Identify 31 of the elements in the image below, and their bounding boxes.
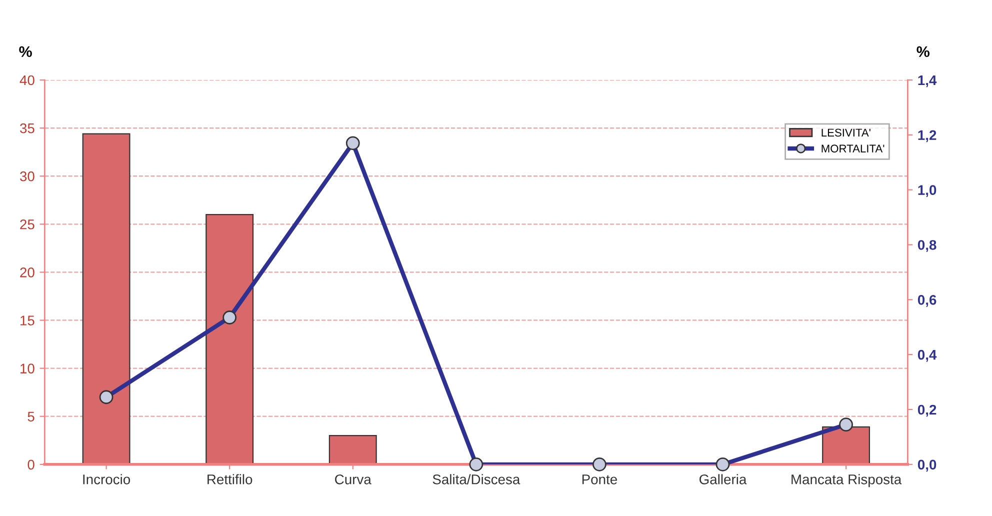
y-tick-label: 0 <box>28 460 34 470</box>
legend-label: LESIVITA' <box>822 128 870 137</box>
y2-tick-label: 0,2 <box>918 404 936 417</box>
y2-tick-label: 1,0 <box>918 185 936 197</box>
bar <box>82 133 130 464</box>
y-tick-label: 15 <box>20 316 34 326</box>
y-tick-label: 30 <box>20 171 34 182</box>
y-tick-label: 25 <box>20 219 34 230</box>
x-tick-label: Rettifilo <box>208 474 252 484</box>
y-tick-label: 10 <box>20 364 34 374</box>
y-axis-title: % <box>19 46 32 58</box>
x-tick-label: Ponte <box>582 474 617 484</box>
x-tick-label: Mancata Risposta <box>792 474 902 488</box>
x-tick-label: Incrocio <box>83 474 130 484</box>
y-tick-label: 20 <box>20 268 34 278</box>
y-tick-label: 35 <box>20 123 34 134</box>
y-tick-label: 40 <box>20 75 34 86</box>
y2-tick-label: 1,4 <box>918 75 937 88</box>
y2-axis-title: % <box>916 46 930 58</box>
legend-label: MORTALITA' <box>822 144 884 152</box>
bar <box>206 214 254 464</box>
y2-tick-label: 0,6 <box>918 294 936 307</box>
y2-tick-label: 0,0 <box>918 460 936 472</box>
bar <box>328 435 377 464</box>
x-tick-label: Curva <box>335 474 372 484</box>
y-tick-label: 5 <box>28 412 34 422</box>
y2-tick-label: 1,2 <box>918 130 936 142</box>
y2-tick-label: 0,8 <box>918 240 936 252</box>
x-tick-label: Galleria <box>700 474 747 484</box>
x-tick-label: Salita/Discesa <box>432 474 520 484</box>
y2-tick-label: 0,4 <box>918 350 937 362</box>
